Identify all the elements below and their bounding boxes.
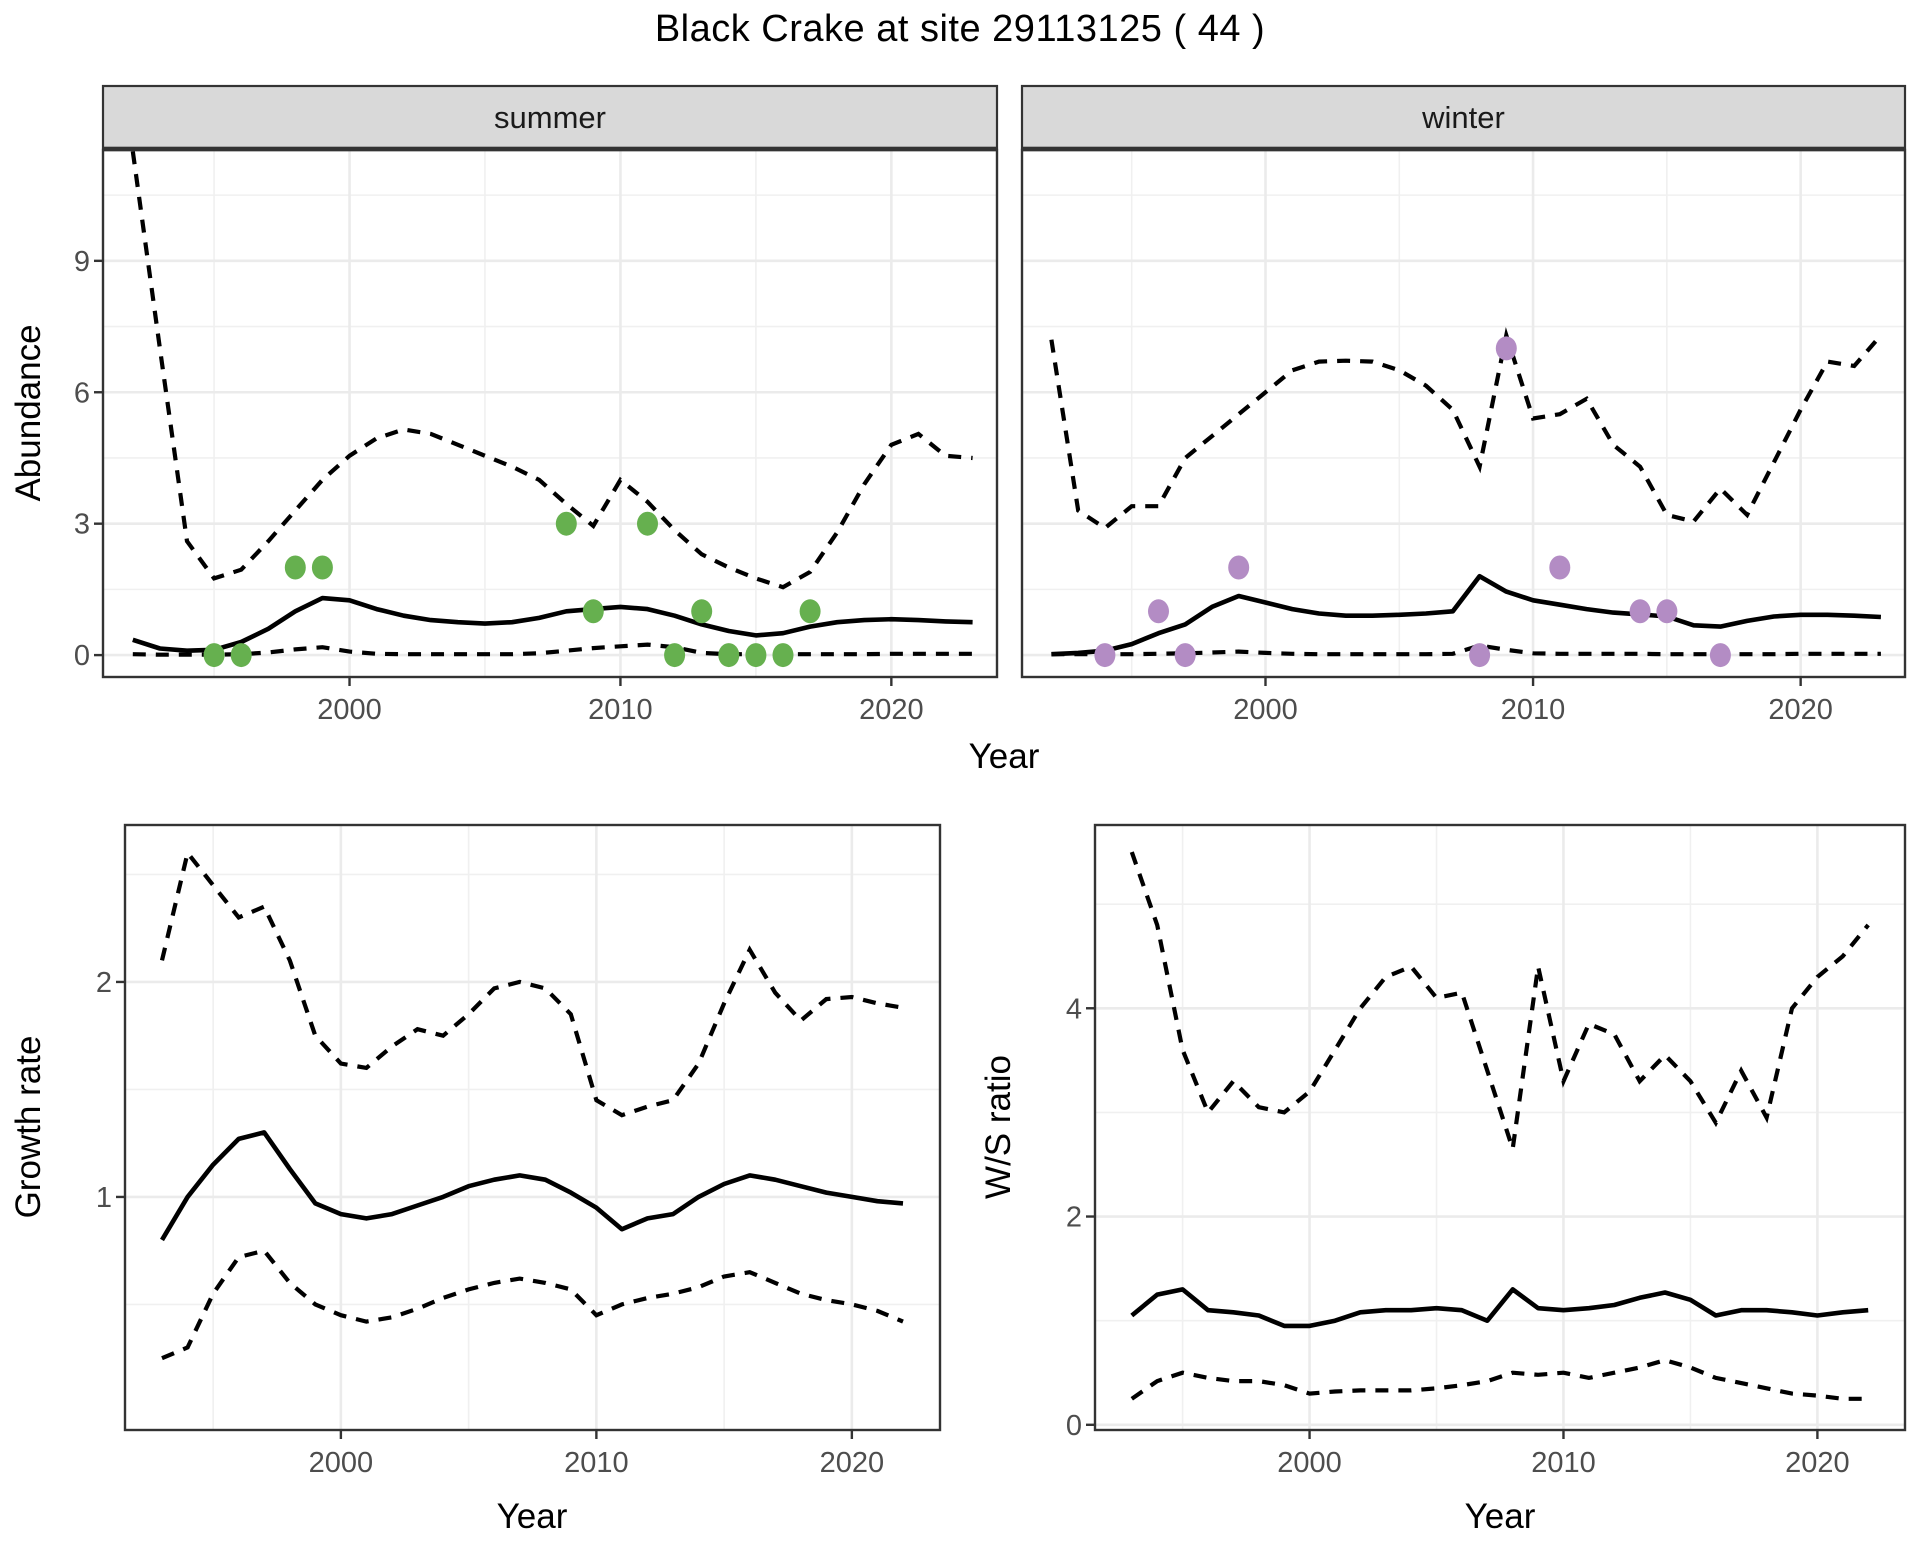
summer-y-tick-label: 0 [74, 640, 90, 672]
summer-y-tick-label: 3 [74, 509, 90, 541]
summer-observed-point [582, 599, 604, 624]
winter-observed-point [1549, 555, 1571, 580]
summer-observed-point [203, 643, 225, 668]
summer-observed-point [284, 555, 306, 580]
winter-observed-point [1094, 643, 1116, 668]
winter-observed-point [1629, 599, 1651, 624]
ratio-panel-border [1093, 823, 1907, 1432]
ratio-panel: 2000 2010 2020 0 2 4 [1066, 823, 1907, 1479]
winter-observed-point [1174, 643, 1196, 668]
growth-rate-axis-title: Growth rate [9, 1036, 48, 1219]
ratio-x-tick-label: 2020 [1785, 1447, 1850, 1479]
summer-observed-point [555, 511, 577, 536]
winter-observed-point [1709, 643, 1731, 668]
winter-observed-point [1148, 599, 1169, 624]
growth-x-tick-label: 2000 [309, 1447, 374, 1479]
summer-observed-point [230, 643, 252, 668]
winter-observed-point [1656, 599, 1678, 624]
summer-y-tick-label: 9 [74, 246, 90, 278]
bottom-right-year-axis-title: Year [1465, 1497, 1536, 1536]
growth-x-tick-label: 2020 [820, 1447, 885, 1479]
winter-observed-point [1495, 336, 1517, 361]
ratio-y-tick-label: 4 [1066, 993, 1082, 1025]
summer-lower-ci-line [132, 642, 973, 657]
winter-panel: winter 2000 2010 2020 [1020, 84, 1907, 726]
growth-panel-background [125, 825, 940, 1430]
ratio-median-line [1130, 1287, 1869, 1329]
summer-x-tick-label: 2020 [859, 694, 924, 726]
growth-y-tick-label: 2 [96, 967, 112, 999]
growth-upper-ci-line [159, 848, 904, 1118]
plot-title: Black Crake at site 29113125 ( 44 ) [654, 8, 1266, 50]
summer-facet-strip-label: summer [494, 100, 606, 135]
summer-observed-point [772, 643, 794, 668]
top-year-axis-title: Year [969, 737, 1040, 776]
ratio-y-tick-label: 0 [1066, 1410, 1082, 1442]
winter-x-tick-label: 2020 [1768, 694, 1833, 726]
ratio-x-tick-label: 2000 [1277, 1447, 1342, 1479]
ws-ratio-axis-title: W/S ratio [979, 1055, 1018, 1199]
growth-x-tick-label: 2010 [564, 1447, 629, 1479]
summer-x-tick-label: 2000 [317, 694, 382, 726]
summer-observed-point [691, 599, 713, 624]
summer-y-tick-label: 6 [74, 377, 90, 409]
summer-observed-point [664, 643, 686, 668]
summer-median-line [132, 595, 973, 653]
summer-panel-background [103, 150, 997, 677]
summer-upper-ci-line [130, 151, 973, 590]
winter-observed-point [1469, 643, 1491, 668]
abundance-axis-title: Abundance [9, 324, 48, 501]
winter-x-tick-label: 2010 [1501, 694, 1566, 726]
winter-observed-point [1228, 555, 1250, 580]
winter-upper-ci-line [1049, 327, 1883, 531]
ratio-x-tick-label: 2010 [1531, 1447, 1596, 1479]
growth-lower-ci-line [161, 1248, 904, 1361]
winter-median-line [1051, 573, 1882, 657]
winter-x-tick-label: 2000 [1233, 694, 1298, 726]
summer-x-tick-label: 2010 [588, 694, 653, 726]
summer-observed-point [718, 643, 740, 668]
summer-observed-point [311, 555, 333, 580]
growth-panel-border [123, 823, 942, 1432]
ratio-lower-ci-line [1130, 1358, 1869, 1401]
ratio-y-tick-label: 2 [1066, 1202, 1082, 1234]
growth-panel: 2000 2010 2020 1 2 [96, 823, 942, 1479]
summer-observed-point [799, 599, 821, 624]
ratio-panel-background [1095, 825, 1905, 1430]
ratio-upper-ci-line [1129, 851, 1870, 1150]
winter-facet-strip [1020, 84, 1907, 150]
summer-facet-strip [101, 84, 999, 150]
summer-observed-point [745, 643, 767, 668]
summer-panel: summer 2000 2010 2020 0 3 6 9 [74, 84, 999, 726]
summer-observed-point [637, 511, 658, 536]
growth-median-line [160, 1130, 904, 1242]
bottom-left-year-axis-title: Year [497, 1497, 568, 1536]
growth-y-tick-label: 1 [96, 1182, 112, 1214]
winter-facet-strip-label: winter [1421, 100, 1505, 135]
